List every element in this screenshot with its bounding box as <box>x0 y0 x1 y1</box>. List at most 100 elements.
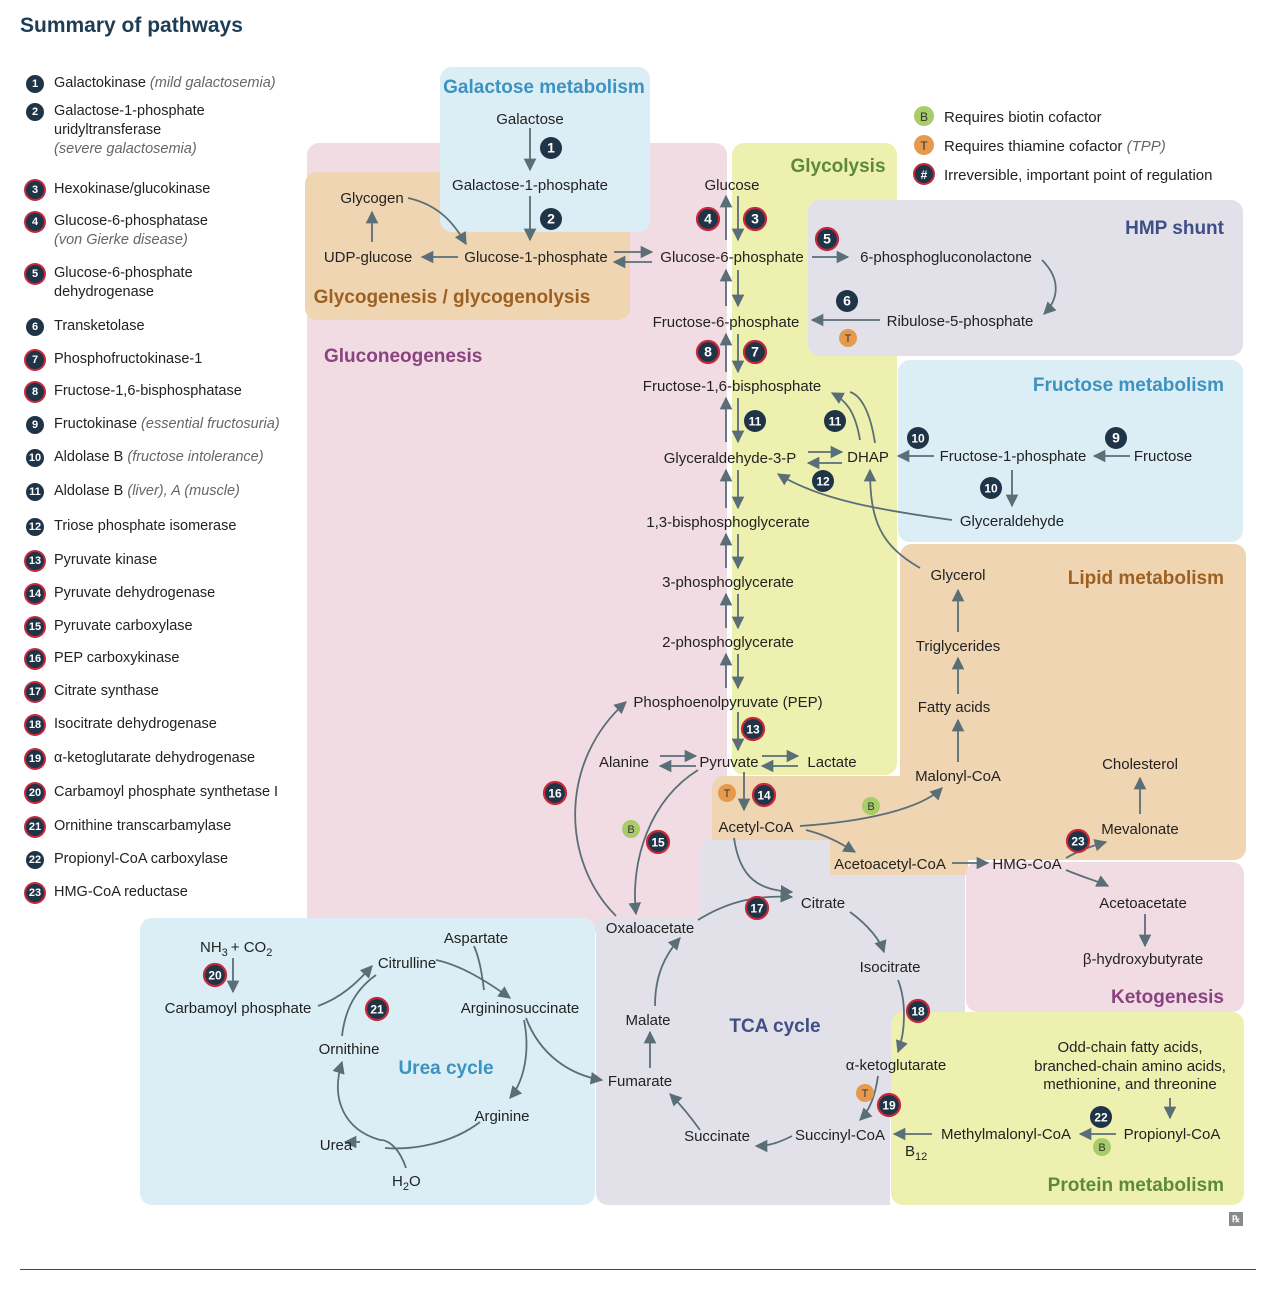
metabolite-fructose: Fructose <box>1134 448 1192 465</box>
legend-enzyme-name: Isocitrate dehydrogenase <box>54 716 217 732</box>
metabolite-pyruvate: Pyruvate <box>699 754 758 771</box>
enzyme-badge-14 <box>751 782 777 808</box>
enzyme-badge-number: 18 <box>911 1005 925 1019</box>
legend-enzyme-name: α-ketoglutarate dehydrogenase <box>54 750 256 766</box>
legend-number: 13 <box>26 552 44 570</box>
legend-number: 20 <box>26 784 44 802</box>
legend-number: 9 <box>26 416 44 434</box>
enzyme-badge-10 <box>980 477 1002 499</box>
enzyme-badge-number: 8 <box>704 344 712 360</box>
legend-text: Pyruvate dehydrogenase <box>54 584 215 603</box>
metabolite-arginine: Arginine <box>474 1108 529 1125</box>
legend-number: 7 <box>26 351 44 369</box>
bottom-rule <box>20 1269 1256 1270</box>
enzyme-badge-number: 22 <box>1094 1111 1108 1125</box>
legend-enzyme-note: (fructose intolerance) <box>127 449 264 465</box>
enzyme-badge-3 <box>742 206 768 232</box>
legend-number: 5 <box>26 265 44 283</box>
rx-logo: ℞ <box>1229 1212 1243 1226</box>
metabolite-acetyl: Acetyl-CoA <box>718 819 793 836</box>
region-label-ketogenesis: Ketogenesis <box>1111 987 1224 1008</box>
enzyme-badge-5 <box>814 226 840 252</box>
legend-text: Glucose-6-phosphate dehydrogenase <box>54 264 219 302</box>
legend-number: 23 <box>26 884 44 902</box>
legend-number: 22 <box>26 851 44 869</box>
region-label-fructose: Fructose metabolism <box>1033 375 1224 396</box>
key-irreversible-text: Irreversible, important point of regulat… <box>944 167 1212 184</box>
enzyme-badge-11 <box>824 410 846 432</box>
enzyme-badge-20 <box>202 962 228 988</box>
key-irreversible-symbol: # <box>921 168 928 182</box>
enzyme-badge-number: 6 <box>843 293 851 309</box>
enzyme-badge-number: 17 <box>750 902 764 916</box>
region-label-tca: TCA cycle <box>729 1016 820 1037</box>
metabolite-f1p: Fructose-1-phosphate <box>940 448 1087 465</box>
key-thiamine-badge <box>914 135 934 155</box>
legend-enzyme-name: Carbamoyl phosphate synthetase I <box>54 784 279 800</box>
enzyme-badge-number: 14 <box>757 789 771 803</box>
region-lipid <box>712 544 1246 875</box>
enzyme-badge-number: 16 <box>548 787 562 801</box>
legend-enzyme-name: Pyruvate carboxylase <box>54 618 193 634</box>
metabolite-cholesterol: Cholesterol <box>1102 756 1178 773</box>
legend-text: Propionyl-CoA carboxylase <box>54 850 228 869</box>
metabolite-odd-chain-1: Odd-chain fatty acids, <box>1057 1039 1202 1056</box>
metabolite-lactate: Lactate <box>807 754 856 771</box>
region-hmp <box>808 200 1243 356</box>
enzyme-badge-21 <box>364 996 390 1022</box>
legend-number: 11 <box>26 483 44 501</box>
enzyme-badge-number: 12 <box>816 475 830 489</box>
metabolite-odd-chain-3: methionine, and threonine <box>1043 1076 1216 1093</box>
region-label-hmp: HMP shunt <box>1125 218 1225 239</box>
metabolite-glucose: Glucose <box>704 177 759 194</box>
metabolite-malonyl: Malonyl-CoA <box>915 768 1001 785</box>
metabolite-glucose-1p: Glucose-1-phosphate <box>464 249 607 266</box>
legend-enzyme-name: Transketolase <box>54 318 145 334</box>
legend-text: α-ketoglutarate dehydrogenase <box>54 749 255 768</box>
enzyme-badge-13 <box>740 716 766 742</box>
page-title: Summary of pathways <box>20 14 243 37</box>
legend-number: 16 <box>26 650 44 668</box>
region-urea <box>140 918 595 1205</box>
enzyme-badge-7 <box>742 339 768 365</box>
legend-enzyme-name: Phosphofructokinase-1 <box>54 351 203 367</box>
thiamine-badge <box>718 784 736 802</box>
enzyme-badge-number: 11 <box>829 415 842 429</box>
legend-number: 1 <box>26 75 44 93</box>
biotin-badge <box>1093 1138 1111 1156</box>
legend-enzyme-name: Aldolase B <box>54 483 124 499</box>
metabolite-succinyl: Succinyl-CoA <box>795 1127 885 1144</box>
enzyme-badge-11 <box>744 410 766 432</box>
enzyme-badge-12 <box>812 470 834 492</box>
enzyme-badge-10 <box>907 427 929 449</box>
legend-number: 10 <box>26 449 44 467</box>
metabolite-triglycerides: Triglycerides <box>916 638 1000 655</box>
enzyme-badge-19 <box>876 1092 902 1118</box>
metabolite-galactose: Galactose <box>496 111 564 128</box>
legend-number: 8 <box>26 383 44 401</box>
metabolite-glycerol: Glycerol <box>930 567 985 584</box>
region-label-urea: Urea cycle <box>398 1058 493 1079</box>
legend-text: Aldolase B (fructose intolerance) <box>54 448 264 467</box>
legend-enzyme-note: (severe galactosemia) <box>54 141 197 157</box>
metabolite-ornithine: Ornithine <box>319 1041 380 1058</box>
enzyme-badge-number: 13 <box>746 723 760 737</box>
region-label-galactose: Galactose metabolism <box>443 77 645 98</box>
region-label-gluconeogenesis: Gluconeogenesis <box>324 346 482 367</box>
metabolite-h2o: H2O <box>392 1173 421 1193</box>
enzyme-badge-number: 1 <box>547 140 555 156</box>
legend-text: Fructokinase (essential fructosuria) <box>54 415 280 434</box>
legend-number: 12 <box>26 518 44 536</box>
biotin-badge <box>622 820 640 838</box>
legend-enzyme-name: Ornithine transcarbamylase <box>54 818 232 834</box>
arrows <box>226 128 1177 1169</box>
metabolite-bpg: 1,3-bisphosphoglycerate <box>646 514 809 531</box>
metabolite-urea: Urea <box>320 1137 353 1154</box>
legend-text: Ornithine transcarbamylase <box>54 817 231 836</box>
legend-enzyme-name: PEP carboxykinase <box>54 650 180 666</box>
key: B Requires biotin cofactor T Requires th… <box>913 106 1212 185</box>
enzyme-badge-18 <box>905 998 931 1024</box>
legend-number: 4 <box>26 213 44 231</box>
legend-number: 3 <box>26 181 44 199</box>
legend-text: Pyruvate kinase <box>54 551 157 570</box>
